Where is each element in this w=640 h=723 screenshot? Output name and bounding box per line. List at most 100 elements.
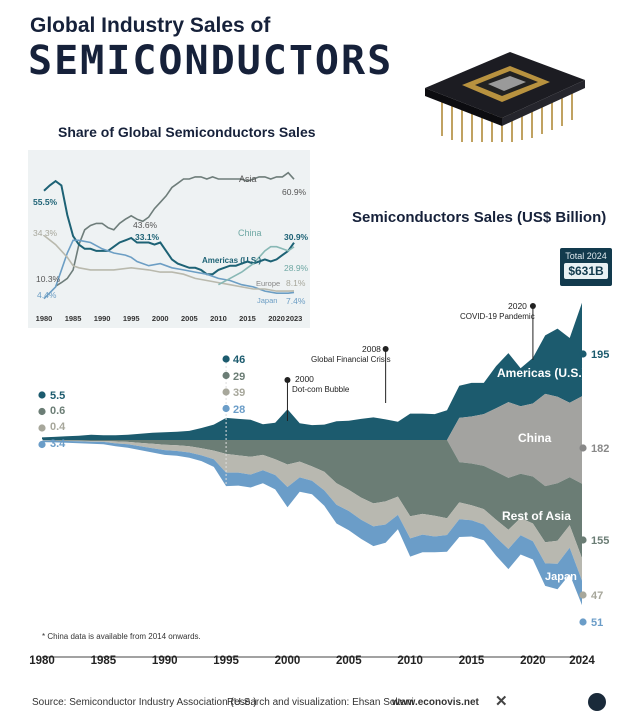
europe-series-name: Europe: [256, 279, 280, 288]
end-dot: [579, 536, 587, 544]
start-value-europe: 3.4: [50, 438, 66, 450]
annotation-2020-year: 2020: [508, 301, 527, 311]
y1995-value-rest-asia: 29: [233, 371, 245, 383]
area-label-rest-asia: Rest of Asia: [502, 509, 571, 523]
end-value-japan: 47: [591, 590, 603, 602]
asia-series-name: Asia: [239, 174, 257, 184]
title-line-2: SEMICONDUCTORS: [28, 38, 394, 84]
area-label-japan: Japan: [545, 571, 577, 583]
area-rest-of-asia: [42, 440, 582, 559]
y1995-dot: [222, 388, 230, 396]
start-value-us: 5.5: [50, 390, 65, 402]
area-chart-x-tick: 1990: [152, 655, 178, 667]
start-dot: [38, 440, 46, 449]
annotation-dot: [284, 377, 291, 383]
start-value-rest-asia: 0.6: [50, 405, 65, 417]
area-chart-x-tick: 1995: [213, 655, 239, 667]
total-label: Total 2024: [565, 251, 607, 261]
us-end-label: 30.9%: [284, 232, 309, 242]
line-chart-x-tick: 1990: [94, 314, 111, 323]
annotation-2008-year: 2008: [362, 344, 381, 354]
total-value: $631B: [564, 263, 608, 279]
annotation-2000-year: 2000: [295, 374, 314, 384]
footnote: * China data is available from 2014 onwa…: [42, 632, 201, 641]
line-chart-title: Share of Global Semiconductors Sales: [58, 124, 316, 140]
total-2024-badge: Total 2024 $631B: [560, 248, 612, 286]
japan-start-label: 4.4%: [37, 290, 57, 300]
area-chart-x-tick: 2020: [520, 655, 546, 667]
area-chart-x-tick: 2005: [336, 655, 362, 667]
share-line-americas-u-s: [43, 179, 295, 276]
area-label-china: China: [518, 431, 552, 445]
end-value-rest-asia: 155: [591, 535, 609, 547]
end-dot: [579, 444, 587, 452]
annotation-dot: [529, 303, 536, 309]
asia-end-label: 60.9%: [282, 187, 307, 197]
footer-credit: Research and visualization: Ehsan Soltan…: [227, 697, 414, 708]
china-series-name: China: [238, 228, 262, 238]
line-chart-x-tick: 2000: [152, 314, 169, 323]
share-line-china: [218, 245, 295, 286]
annotation-2000-text: Dot-com Bubble: [292, 385, 350, 394]
europe-end-label: 8.1%: [286, 278, 306, 288]
area-china: [42, 393, 582, 487]
line-chart-x-tick: 1995: [123, 314, 140, 323]
share-line-chart: 1980 1985 1990 1995 2000 2005 2010 2015 2020 2023…: [28, 150, 310, 328]
line-chart-x-tick: 2020: [268, 314, 285, 323]
area-chart-x-tick: 1980: [29, 655, 55, 667]
y1995-dot: [222, 355, 230, 363]
annotation-dot: [382, 346, 389, 352]
asia-start-label: 10.3%: [36, 274, 61, 284]
area-chart-x-tick: 1985: [91, 655, 117, 667]
brand-logo-icon: ✕: [495, 693, 508, 710]
japan-end-label: 7.4%: [286, 296, 306, 306]
china-end-label: 28.9%: [284, 263, 309, 273]
annotation-2008-text: Global Financial Crisis: [311, 355, 391, 364]
asia-peak-label: 43.6%: [133, 220, 158, 230]
area-japan: [42, 440, 582, 581]
area-chart-x-tick: 2015: [459, 655, 485, 667]
end-value-us: 195: [591, 349, 609, 361]
area-chart-x-tick: 2000: [275, 655, 301, 667]
end-dot: [579, 350, 587, 358]
y1995-dot: [222, 404, 230, 413]
share-line-europe: [43, 234, 295, 292]
y1995-dot: [222, 371, 230, 380]
area-europe: [42, 440, 582, 606]
y1995-value-us: 46: [233, 354, 245, 366]
title-line-1: Global Industry Sales of: [30, 14, 271, 37]
line-chart-x-tick: 1980: [36, 314, 53, 323]
end-dot: [579, 591, 587, 599]
area-label-us: Americas (U.S.): [497, 366, 586, 380]
end-value-europe: 51: [591, 617, 603, 629]
y1995-value-europe: 28: [233, 404, 245, 416]
start-dot: [38, 407, 46, 416]
area-chart-title: Semiconductors Sales (US$ Billion): [352, 209, 607, 226]
line-chart-x-tick: 2015: [239, 314, 256, 323]
share-line-japan: [43, 239, 295, 300]
y1995-value-japan: 39: [233, 387, 245, 399]
area-chart-x-tick: 2024: [569, 655, 595, 667]
line-chart-x-tick: 1985: [65, 314, 82, 323]
line-chart-x-tick: 2023: [286, 314, 303, 323]
chip-illustration: [425, 52, 585, 142]
area-label-europe: Europe: [543, 599, 581, 611]
us-series-name: Americas (U.S.): [202, 256, 261, 265]
line-chart-x-tick: 2010: [210, 314, 227, 323]
brand-globe-icon: [588, 693, 606, 711]
start-value-japan: 0.4: [50, 421, 66, 433]
japan-series-name: Japan: [257, 296, 277, 305]
start-dot: [38, 424, 46, 432]
end-dot: [579, 618, 587, 626]
us-start-label: 55.5%: [33, 197, 58, 207]
sales-area-chart: 1980 1985 1990 1995 2000 2005 2010 2015 2020 2024…: [29, 301, 609, 667]
share-line-asia: [55, 171, 295, 287]
area-chart-x-tick: 2010: [397, 655, 423, 667]
end-value-china: 182: [591, 443, 609, 455]
us-mid-label: 33.1%: [135, 232, 160, 242]
line-chart-x-tick: 2005: [181, 314, 198, 323]
footer-source: Source: Semiconductor Industry Associati…: [32, 697, 257, 708]
footer-site: www.econovis.net: [392, 697, 479, 708]
start-dot: [38, 391, 46, 399]
europe-start-label: 34.3%: [33, 228, 58, 238]
